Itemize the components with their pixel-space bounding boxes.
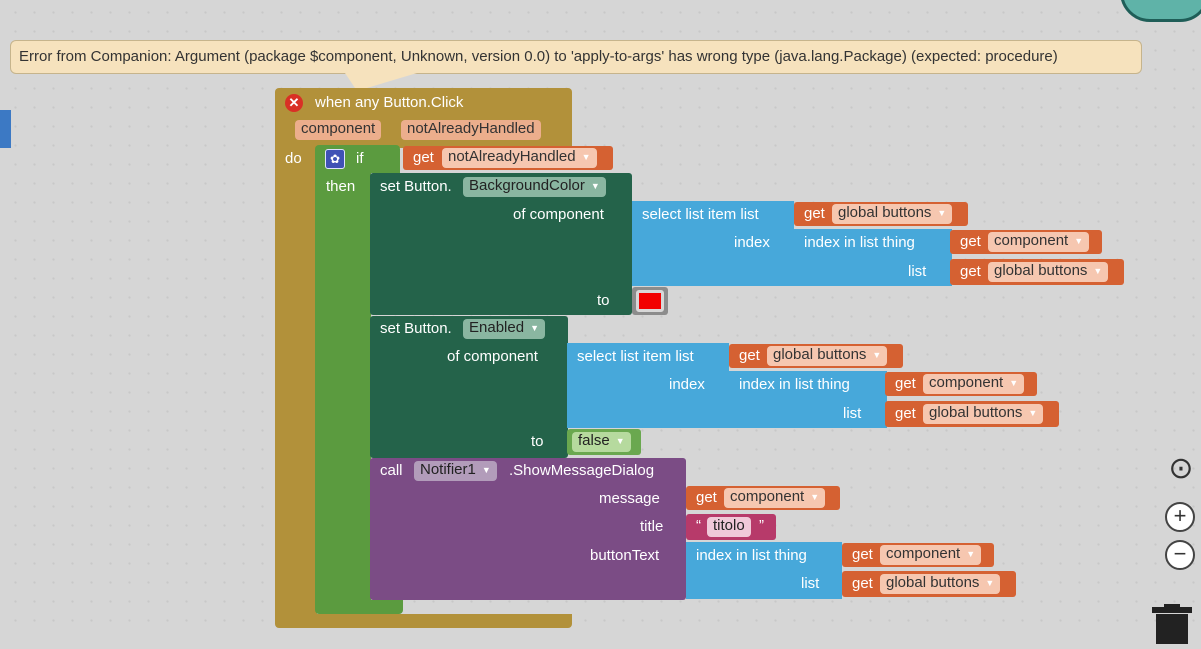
var-dropdown[interactable]: notAlreadyHandled ▼ <box>442 148 597 168</box>
property-dropdown-bg[interactable]: BackgroundColor ▼ <box>463 177 606 197</box>
var-name: component <box>929 374 1004 391</box>
index-in-list-label: index in list thing <box>696 547 807 564</box>
then-label: then <box>326 178 356 195</box>
zoom-in-icon[interactable]: + <box>1165 502 1195 532</box>
list-label: list <box>843 405 862 422</box>
button-text-label: buttonText <box>590 547 660 564</box>
drawer-tab[interactable] <box>0 110 11 148</box>
property-name: BackgroundColor <box>469 177 585 194</box>
index-in-list-block[interactable] <box>729 371 887 428</box>
var-name: global buttons <box>886 574 980 591</box>
of-component-label: of component <box>447 348 538 365</box>
property-name: Enabled <box>469 319 525 336</box>
list-label: list <box>801 575 820 592</box>
property-dropdown-enabled[interactable]: Enabled ▼ <box>463 319 545 339</box>
var-dropdown[interactable]: component ▼ <box>880 545 982 565</box>
var-name: component <box>730 488 805 505</box>
get-label: get <box>739 347 760 364</box>
set-enabled-prefix: set Button. <box>380 320 452 337</box>
get-label: get <box>852 546 873 563</box>
var-name: global buttons <box>929 404 1023 421</box>
select-list-item-block[interactable] <box>567 343 729 428</box>
index-in-list-label: index in list thing <box>804 234 915 251</box>
error-icon[interactable]: ✕ <box>285 94 303 112</box>
var-name: global buttons <box>773 346 867 363</box>
get-label: get <box>413 149 434 166</box>
var-name: notAlreadyHandled <box>448 148 576 165</box>
tooltip-tail <box>345 73 417 91</box>
get-label: get <box>852 575 873 592</box>
quote-close: ” <box>759 517 764 534</box>
center-icon[interactable]: ⊙ <box>1168 452 1194 485</box>
get-label: get <box>804 205 825 222</box>
color-swatch[interactable] <box>636 290 664 312</box>
to-label: to <box>531 433 544 450</box>
to-label: to <box>597 292 610 309</box>
component-name: Notifier1 <box>420 461 476 478</box>
get-label: get <box>960 263 981 280</box>
message-label: message <box>599 490 660 507</box>
method-name: .ShowMessageDialog <box>509 462 655 479</box>
get-label: get <box>895 405 916 422</box>
event-block-bottom <box>275 614 572 628</box>
component-dropdown[interactable]: Notifier1 ▼ <box>414 461 497 481</box>
set-enabled-block[interactable] <box>370 316 568 458</box>
var-name: component <box>994 232 1069 249</box>
boolean-value: false <box>578 432 610 449</box>
var-dropdown[interactable]: global buttons ▼ <box>988 262 1109 282</box>
var-dropdown[interactable]: global buttons ▼ <box>880 574 1001 594</box>
select-list-item-label: select list item list <box>577 348 694 365</box>
index-in-list-label: index in list thing <box>739 376 850 393</box>
select-list-item-block[interactable] <box>632 201 794 286</box>
of-component-label: of component <box>513 206 604 223</box>
index-in-list-block[interactable] <box>794 229 952 286</box>
var-dropdown[interactable]: component ▼ <box>923 374 1025 394</box>
var-name: component <box>886 545 961 562</box>
get-label: get <box>696 489 717 506</box>
zoom-out-icon[interactable]: − <box>1165 540 1195 570</box>
var-dropdown[interactable]: global buttons ▼ <box>767 346 888 366</box>
var-name: global buttons <box>994 262 1088 279</box>
call-notifier-block[interactable] <box>370 458 686 600</box>
var-dropdown[interactable]: component ▼ <box>724 488 826 508</box>
gear-icon[interactable]: ✿ <box>325 149 345 169</box>
var-name: global buttons <box>838 204 932 221</box>
quote-open: “ <box>696 517 701 534</box>
text-field[interactable]: titolo <box>707 517 751 537</box>
do-label: do <box>285 150 302 167</box>
param-component[interactable]: component <box>295 120 382 140</box>
event-block-left <box>275 145 317 615</box>
var-dropdown[interactable]: global buttons ▼ <box>923 404 1044 424</box>
if-label: if <box>356 150 364 167</box>
error-tooltip: Error from Companion: Argument (package … <box>10 40 1142 74</box>
title-label: title <box>640 518 664 535</box>
if-block-bottom <box>315 600 403 614</box>
var-dropdown[interactable]: component ▼ <box>988 232 1090 252</box>
index-in-list-block[interactable] <box>686 542 842 599</box>
call-label: call <box>380 462 403 479</box>
select-list-item-label: select list item list <box>642 206 759 223</box>
if-block-left <box>315 172 371 602</box>
var-dropdown[interactable]: global buttons ▼ <box>832 204 953 224</box>
set-bg-prefix: set Button. <box>380 178 452 195</box>
event-title: when any Button.Click <box>315 94 464 111</box>
index-label: index <box>669 376 705 393</box>
trash-icon[interactable] <box>1150 604 1194 644</box>
boolean-dropdown[interactable]: false ▼ <box>572 432 631 452</box>
list-label: list <box>908 263 927 280</box>
get-label: get <box>895 375 916 392</box>
index-label: index <box>734 234 770 251</box>
param-not-already-handled[interactable]: notAlreadyHandled <box>401 120 541 140</box>
get-label: get <box>960 233 981 250</box>
